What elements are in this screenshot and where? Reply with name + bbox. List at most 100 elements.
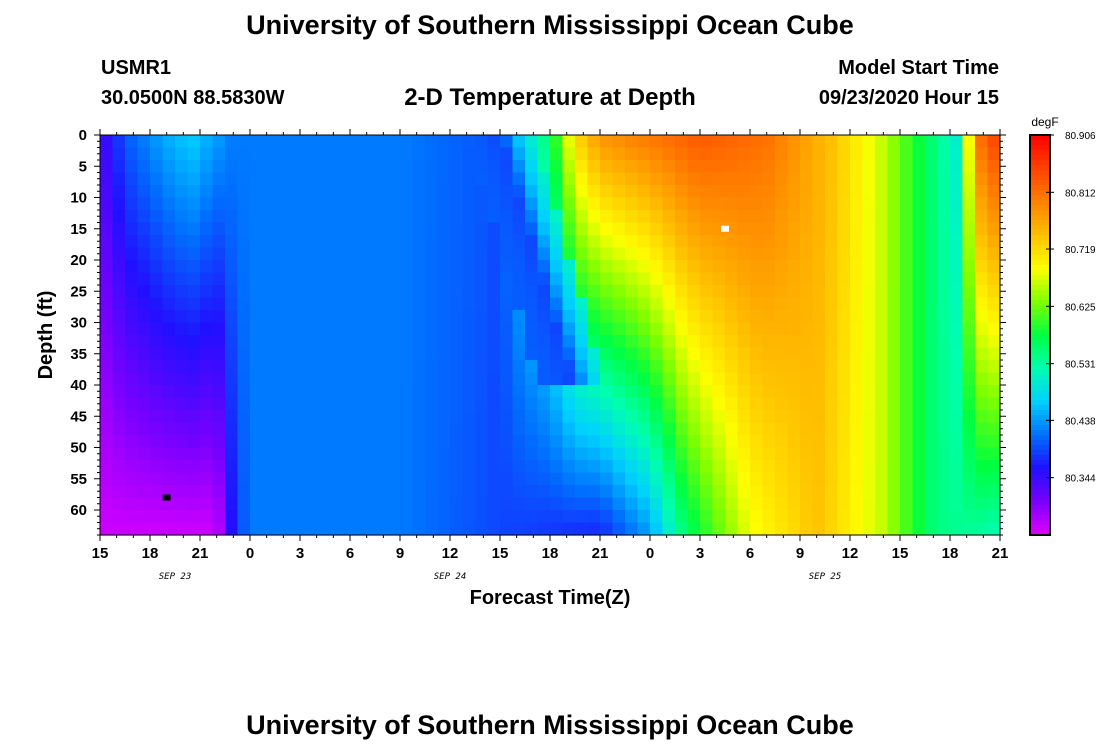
heatmap-cell: [338, 160, 351, 173]
heatmap-cell: [475, 460, 488, 473]
heatmap-cell: [625, 448, 638, 461]
heatmap-cell: [900, 348, 913, 361]
heatmap-cell: [513, 135, 526, 148]
heatmap-cell: [400, 285, 413, 298]
heatmap-cell: [650, 523, 663, 536]
heatmap-cell: [388, 260, 401, 273]
heatmap-cell: [938, 510, 951, 523]
heatmap-cell: [263, 260, 276, 273]
heatmap-cell: [225, 460, 238, 473]
heatmap-cell: [125, 448, 138, 461]
heatmap-cell: [950, 423, 963, 436]
heatmap-cell: [713, 160, 726, 173]
heatmap-cell: [700, 185, 713, 198]
heatmap-cell: [713, 273, 726, 286]
heatmap-cell: [500, 485, 513, 498]
heatmap-cell: [738, 385, 751, 398]
heatmap-cell: [238, 235, 251, 248]
heatmap-cell: [475, 223, 488, 236]
heatmap-cell: [125, 285, 138, 298]
heatmap-cell: [313, 498, 326, 511]
heatmap-cell: [863, 198, 876, 211]
heatmap-cell: [838, 485, 851, 498]
heatmap-cell: [238, 223, 251, 236]
heatmap-cell: [775, 160, 788, 173]
heatmap-cell: [438, 148, 451, 161]
heatmap-cell: [550, 210, 563, 223]
heatmap-cell: [513, 198, 526, 211]
heatmap-cell: [538, 448, 551, 461]
heatmap-cell: [300, 435, 313, 448]
heatmap-cell: [700, 398, 713, 411]
heatmap-cell: [975, 298, 988, 311]
heatmap-cell: [938, 310, 951, 323]
heatmap-cell: [463, 160, 476, 173]
heatmap-cell: [225, 335, 238, 348]
colorbar-swatch: [1030, 185, 1050, 191]
heatmap-cell: [900, 398, 913, 411]
heatmap-cell: [550, 223, 563, 236]
colorbar: degF80.90680.81280.71980.62580.53180.438…: [1030, 115, 1096, 536]
heatmap-cell: [975, 185, 988, 198]
heatmap-cell: [763, 498, 776, 511]
heatmap-cell: [663, 335, 676, 348]
heatmap-cell: [113, 160, 126, 173]
heatmap-cell: [713, 310, 726, 323]
heatmap-cell: [600, 498, 613, 511]
heatmap-cell: [263, 310, 276, 323]
heatmap-cell: [513, 323, 526, 336]
heatmap-cell: [688, 398, 701, 411]
heatmap-cell: [988, 223, 1001, 236]
heatmap-cell: [250, 260, 263, 273]
heatmap-cell: [525, 198, 538, 211]
heatmap-cell: [450, 523, 463, 536]
heatmap-cell: [625, 198, 638, 211]
heatmap-cell: [663, 260, 676, 273]
heatmap-cell: [613, 210, 626, 223]
heatmap-cell: [100, 173, 113, 186]
heatmap-cell: [488, 135, 501, 148]
heatmap-cell: [263, 235, 276, 248]
heatmap-cell: [175, 235, 188, 248]
colorbar-label: 80.625: [1065, 302, 1096, 313]
heatmap-cell: [525, 323, 538, 336]
x-tick-label: 15: [92, 545, 109, 562]
heatmap-cell: [900, 273, 913, 286]
heatmap-cell: [475, 285, 488, 298]
heatmap-cell: [275, 198, 288, 211]
heatmap-cell: [350, 485, 363, 498]
heatmap-cell: [900, 335, 913, 348]
colorbar-swatch: [1030, 400, 1050, 406]
heatmap-cell: [650, 248, 663, 261]
heatmap-cell: [988, 435, 1001, 448]
heatmap-cell: [500, 448, 513, 461]
heatmap-cell: [500, 510, 513, 523]
heatmap-cell: [438, 160, 451, 173]
heatmap-cell: [200, 198, 213, 211]
heatmap-cell: [538, 223, 551, 236]
heatmap-cell: [525, 360, 538, 373]
heatmap-cell: [100, 473, 113, 486]
heatmap-cell: [538, 510, 551, 523]
heatmap-cell: [588, 310, 601, 323]
heatmap-cell: [463, 298, 476, 311]
heatmap-cell: [350, 248, 363, 261]
heatmap-cell: [263, 148, 276, 161]
heatmap-cell: [338, 323, 351, 336]
heatmap-cell: [188, 235, 201, 248]
heatmap-cell: [600, 248, 613, 261]
heatmap-cell: [888, 410, 901, 423]
heatmap-cell: [425, 310, 438, 323]
heatmap-cell: [863, 423, 876, 436]
heatmap-cell: [125, 135, 138, 148]
heatmap-cell: [925, 373, 938, 386]
heatmap-cell: [288, 373, 301, 386]
heatmap-cell: [300, 223, 313, 236]
heatmap-cell: [163, 423, 176, 436]
heatmap-cell: [275, 485, 288, 498]
heatmap-cell: [250, 460, 263, 473]
heatmap-cell: [763, 323, 776, 336]
heatmap-cell: [925, 210, 938, 223]
heatmap-cell: [538, 398, 551, 411]
heatmap-cell: [763, 260, 776, 273]
